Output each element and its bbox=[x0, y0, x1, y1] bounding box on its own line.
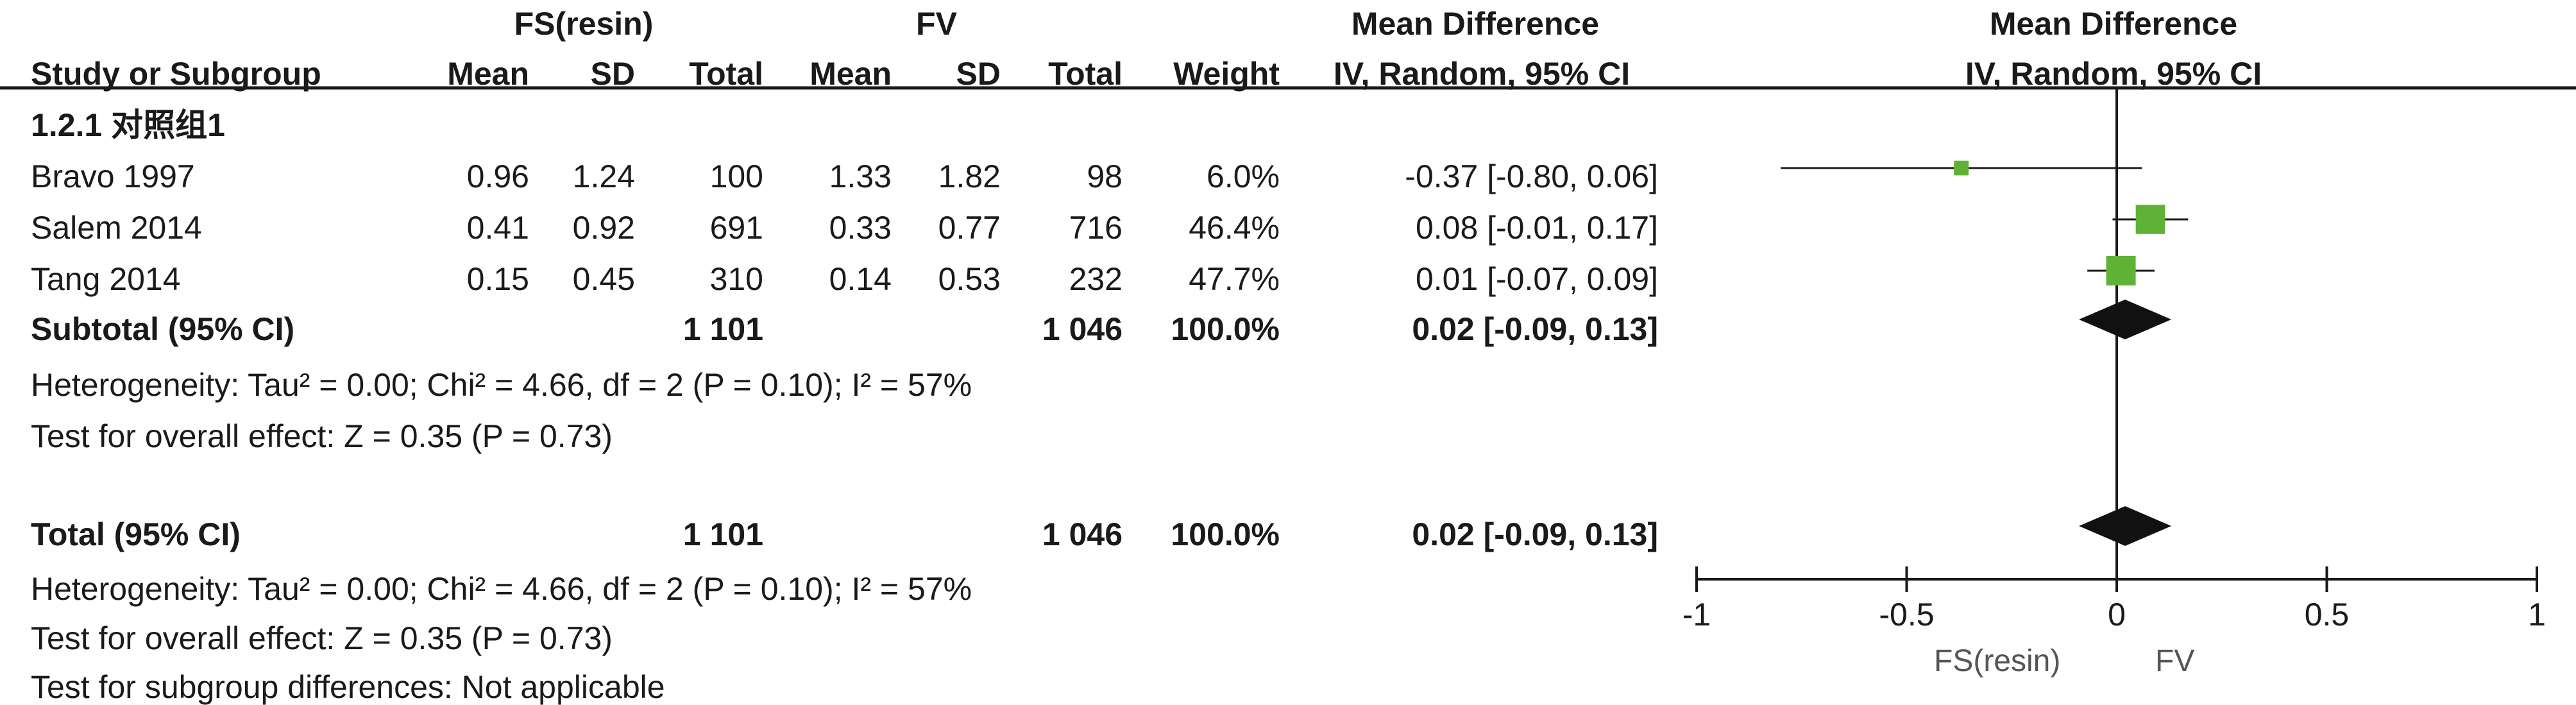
x-tick-label: -1 bbox=[1682, 597, 1711, 633]
column-total-1: Total bbox=[689, 56, 763, 92]
subgroup-overall-effect: Test for overall effect: Z = 0.35 (P = 0… bbox=[31, 418, 613, 454]
effect-header: Mean Difference bbox=[1351, 6, 1600, 42]
group1-header: FS(resin) bbox=[514, 6, 654, 42]
subgroup-title: 1.2.1 对照组1 bbox=[31, 107, 225, 143]
study-name: Tang 2014 bbox=[31, 261, 181, 297]
subtotal-label: Subtotal (95% CI) bbox=[31, 311, 295, 347]
weight: 6.0% bbox=[1207, 158, 1280, 194]
total-1: 310 bbox=[709, 261, 763, 297]
plot-header: Mean Difference bbox=[1989, 6, 2238, 42]
plot-layer: -1 -0.5 0 0.5 1 bbox=[1682, 88, 2546, 633]
x-tick-label: 0.5 bbox=[2305, 597, 2350, 633]
total-overall-effect: Test for overall effect: Z = 0.35 (P = 0… bbox=[31, 620, 613, 656]
pooled-diamond-marker bbox=[2079, 300, 2172, 339]
effect-ci: 0.08 [-0.01, 0.17] bbox=[1415, 210, 1658, 246]
pooled-diamond-marker bbox=[2079, 506, 2172, 546]
column-ci: IV, Random, 95% CI bbox=[1333, 56, 1631, 92]
weight: 46.4% bbox=[1189, 210, 1280, 246]
study-name: Bravo 1997 bbox=[31, 158, 195, 194]
column-total-2: Total bbox=[1048, 56, 1123, 92]
sd-1: 0.92 bbox=[572, 210, 635, 246]
effect-ci: -0.37 [-0.80, 0.06] bbox=[1405, 158, 1658, 194]
subgroup-heterogeneity: Heterogeneity: Tau² = 0.00; Chi² = 4.66,… bbox=[31, 367, 972, 403]
study-square-marker bbox=[2106, 256, 2136, 285]
study-square-marker bbox=[2135, 205, 2165, 234]
effect-ci: 0.01 [-0.07, 0.09] bbox=[1415, 261, 1658, 297]
total-total-2: 1 046 bbox=[1042, 516, 1123, 552]
subtotal-total-2: 1 046 bbox=[1042, 311, 1123, 347]
mean-1: 0.96 bbox=[466, 158, 529, 194]
subtotal-weight: 100.0% bbox=[1171, 311, 1280, 347]
subtotal-ci: 0.02 [-0.09, 0.13] bbox=[1412, 311, 1658, 347]
total-weight: 100.0% bbox=[1171, 516, 1280, 552]
sd-2: 1.82 bbox=[938, 158, 1001, 194]
total-heterogeneity: Heterogeneity: Tau² = 0.00; Chi² = 4.66,… bbox=[31, 571, 972, 607]
subgroup-differences: Test for subgroup differences: Not appli… bbox=[31, 669, 665, 705]
mean-2: 0.33 bbox=[829, 210, 892, 246]
favours-left-label: FS(resin) bbox=[1934, 644, 2061, 678]
column-mean-2: Mean bbox=[809, 56, 892, 92]
mean-1: 0.41 bbox=[466, 210, 529, 246]
subtotal-total-1: 1 101 bbox=[682, 311, 763, 347]
group2-header: FV bbox=[916, 6, 957, 42]
total-label: Total (95% CI) bbox=[31, 516, 241, 552]
column-sd-1: SD bbox=[590, 56, 635, 92]
column-mean-1: Mean bbox=[447, 56, 529, 92]
sd-1: 0.45 bbox=[572, 261, 635, 297]
mean-1: 0.15 bbox=[466, 261, 529, 297]
weight: 47.7% bbox=[1189, 261, 1280, 297]
total-2: 232 bbox=[1069, 261, 1123, 297]
x-tick-label: -0.5 bbox=[1879, 597, 1934, 633]
x-tick-label: 1 bbox=[2528, 597, 2546, 633]
sd-2: 0.77 bbox=[938, 210, 1001, 246]
total-ci: 0.02 [-0.09, 0.13] bbox=[1412, 516, 1658, 552]
x-tick-label: 0 bbox=[2108, 597, 2126, 633]
mean-2: 0.14 bbox=[829, 261, 892, 297]
mean-2: 1.33 bbox=[829, 158, 892, 194]
total-1: 691 bbox=[709, 210, 763, 246]
column-weight: Weight bbox=[1173, 56, 1280, 92]
study-name: Salem 2014 bbox=[31, 210, 202, 246]
total-2: 98 bbox=[1087, 158, 1123, 194]
sd-1: 1.24 bbox=[572, 158, 635, 194]
column-plot-method: IV, Random, 95% CI bbox=[1965, 56, 2262, 92]
total-1: 100 bbox=[709, 158, 763, 194]
study-square-marker bbox=[1954, 160, 1969, 176]
column-study: Study or Subgroup bbox=[31, 56, 321, 92]
total-2: 716 bbox=[1069, 210, 1123, 246]
column-sd-2: SD bbox=[956, 56, 1001, 92]
sd-2: 0.53 bbox=[938, 261, 1001, 297]
favours-right-label: FV bbox=[2155, 644, 2195, 678]
total-total-1: 1 101 bbox=[682, 516, 763, 552]
